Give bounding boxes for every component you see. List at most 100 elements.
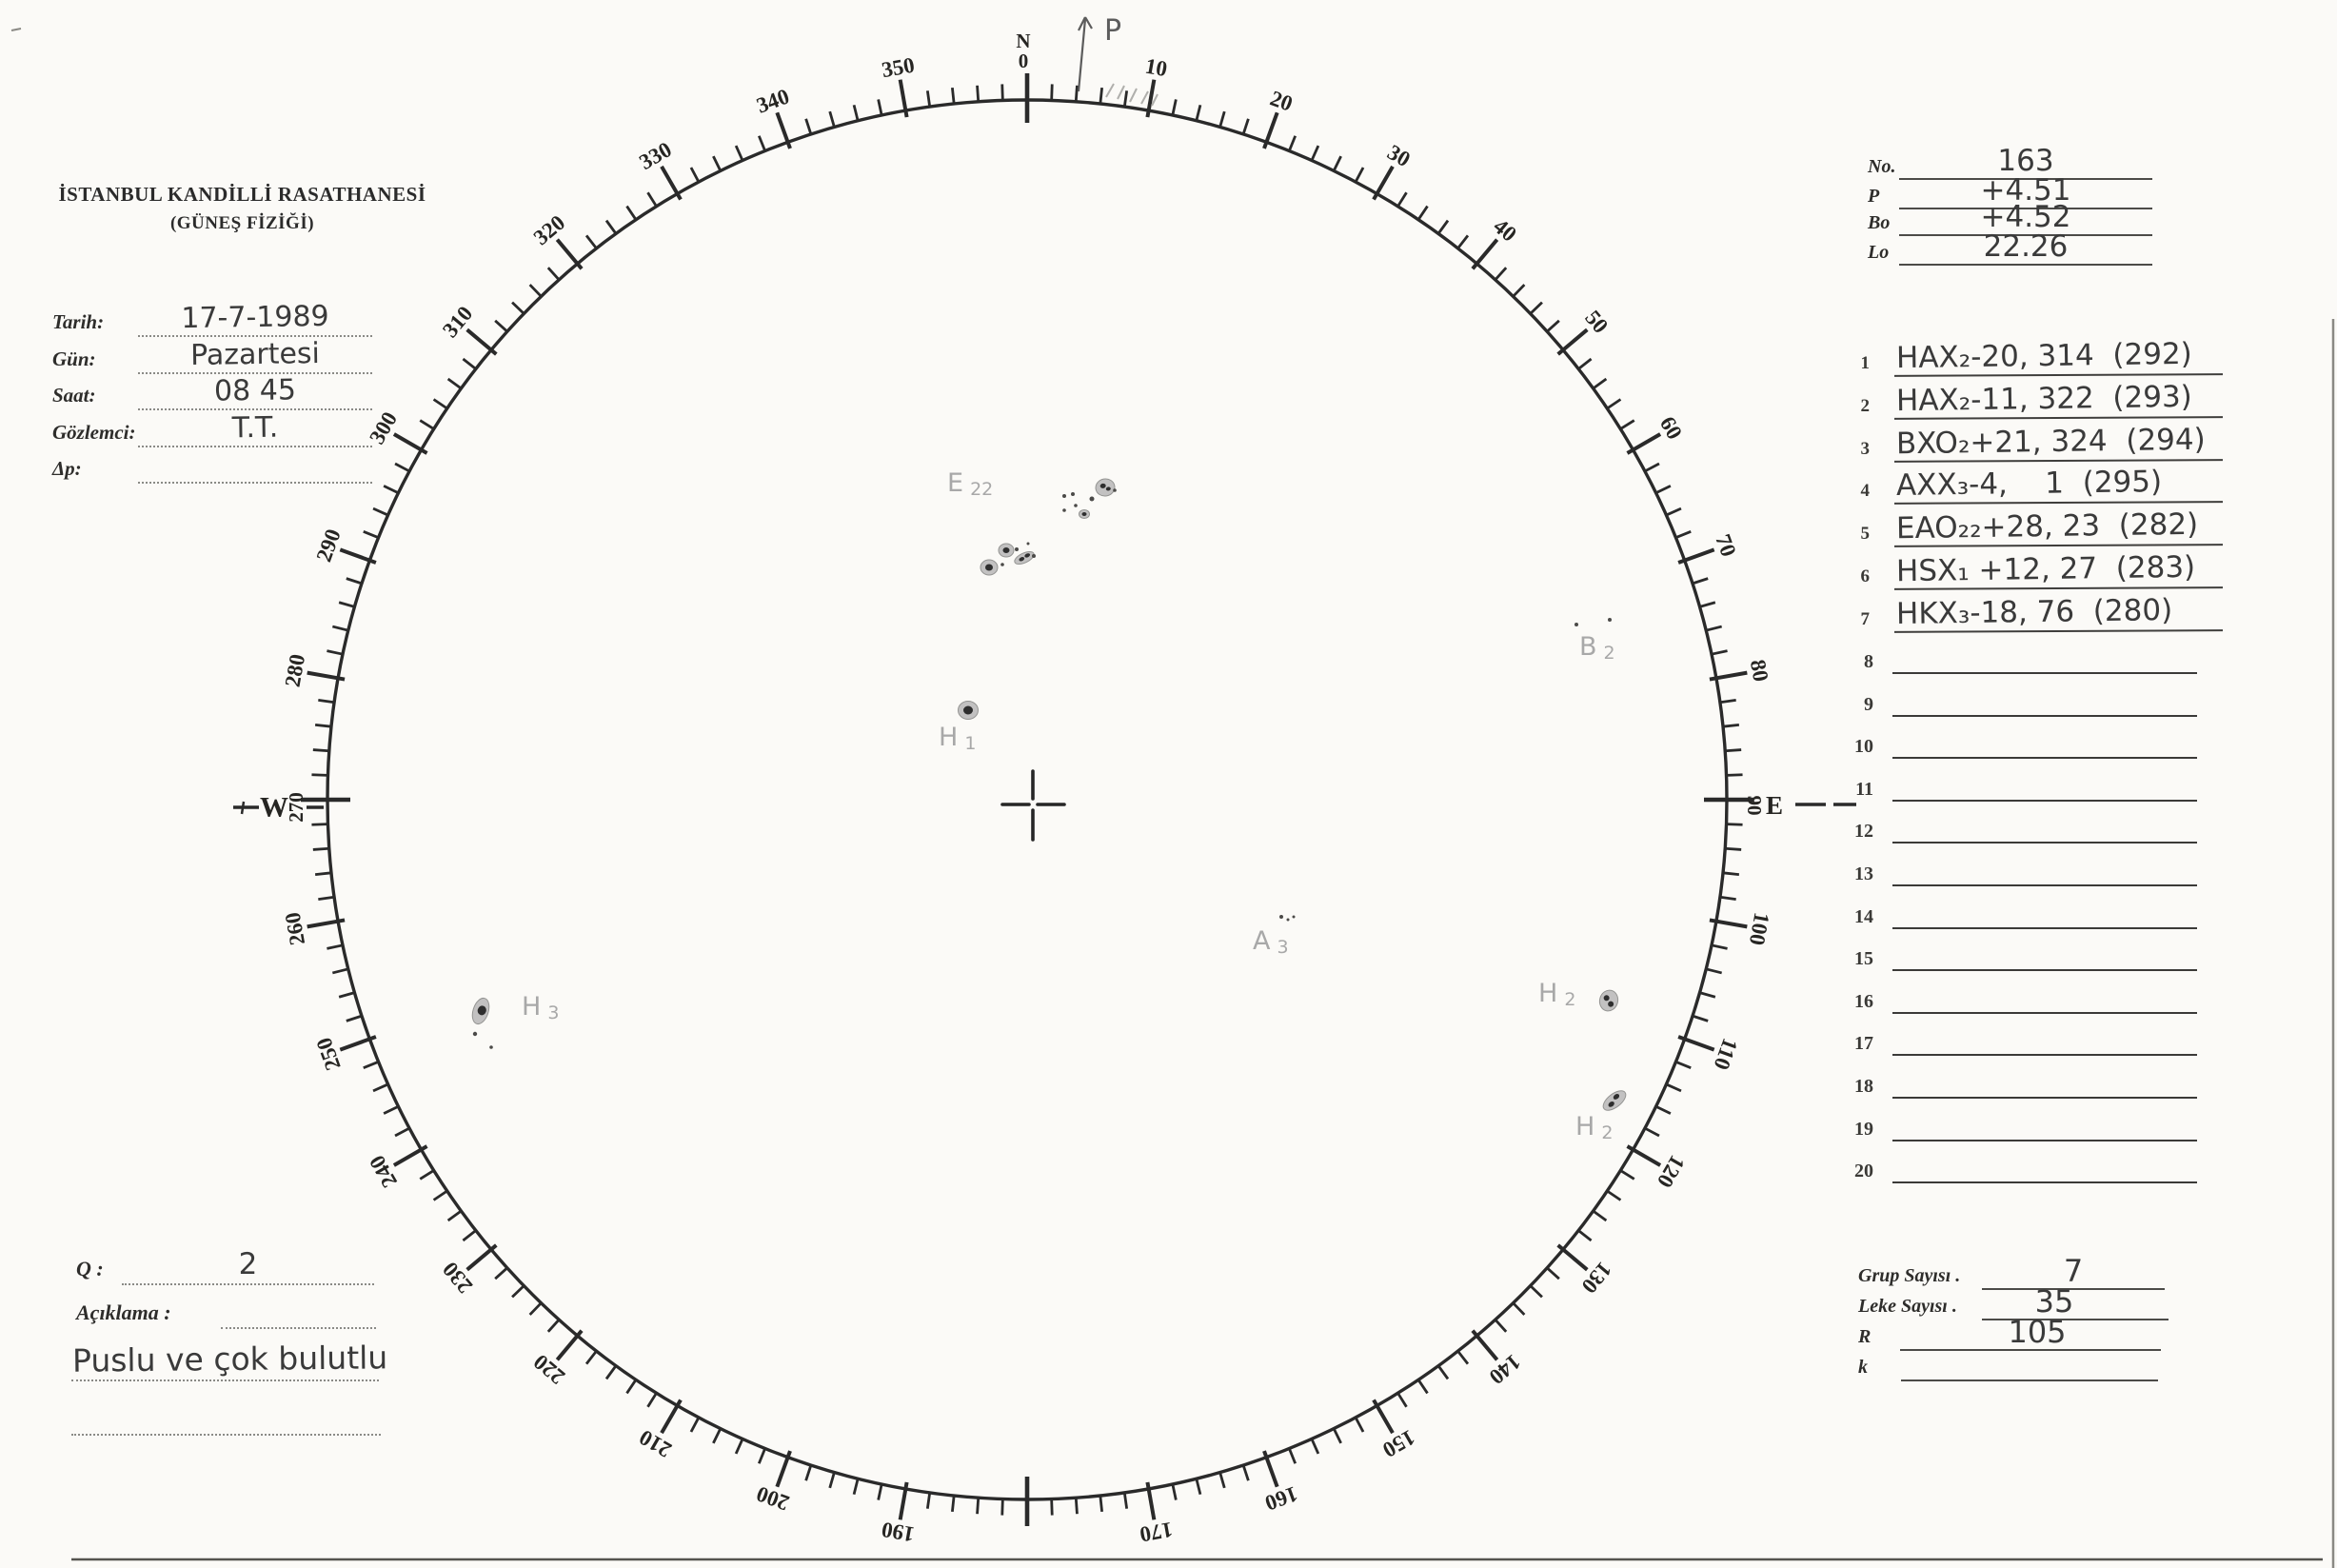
degree-tick	[898, 79, 909, 118]
total-label: R	[1858, 1326, 1872, 1347]
total-label: Leke Sayısı .	[1858, 1296, 1957, 1317]
degree-tick	[1711, 649, 1728, 656]
degree-tick	[372, 506, 389, 517]
degree-tick	[1725, 748, 1742, 753]
degree-tick	[898, 1481, 909, 1520]
degree-tick	[660, 1399, 683, 1435]
p-arrow-label: P	[1104, 14, 1121, 48]
solar-pole-arrow: P	[1077, 14, 1121, 92]
field-dotted-line	[138, 445, 372, 447]
degree-tick	[318, 895, 335, 902]
degree-tick	[1456, 234, 1470, 249]
group-label-sub: 1	[964, 733, 976, 754]
group-row-line	[1892, 757, 2197, 760]
degree-tick	[1050, 1499, 1054, 1516]
degree-label: 250	[311, 1035, 345, 1074]
sunspot-dot	[1292, 915, 1296, 919]
degree-tick	[1626, 1144, 1662, 1167]
degree-tick	[1512, 284, 1526, 298]
degree-tick	[327, 649, 344, 656]
degree-tick	[1241, 1464, 1250, 1481]
group-row-number: 13	[1854, 863, 1873, 884]
degree-tick	[1619, 1169, 1635, 1181]
degree-tick	[804, 118, 813, 135]
observatory-header: İSTANBUL KANDİLLİ RASATHANESİ (GÜNEŞ FİZ…	[50, 183, 435, 234]
degree-tick	[1416, 1379, 1429, 1395]
sunspot-penumbra	[1598, 989, 1619, 1012]
degree-tick	[465, 1243, 498, 1272]
group-row-line	[1892, 1011, 2197, 1014]
degree-tick	[1171, 99, 1178, 116]
degree-label: 70	[1711, 531, 1740, 560]
degree-tick	[1145, 79, 1157, 118]
degree-tick	[734, 145, 744, 162]
degree-tick	[689, 167, 701, 183]
degree-tick	[1709, 918, 1748, 929]
total-label: k	[1858, 1357, 1868, 1378]
group-row-number: 18	[1854, 1076, 1873, 1097]
sunspot-dot	[1286, 918, 1290, 922]
group-label: E 22	[947, 468, 993, 500]
degree-tick	[1654, 1104, 1672, 1115]
group-row-number: 15	[1854, 948, 1873, 970]
degree-tick	[394, 462, 410, 473]
degree-tick	[327, 943, 344, 950]
degree-label: 220	[529, 1350, 569, 1389]
degree-tick	[1310, 1438, 1320, 1455]
degree-tick	[419, 1169, 435, 1181]
sunspot-umbra	[1608, 1101, 1614, 1107]
degree-tick	[419, 419, 435, 430]
degree-tick	[1512, 1301, 1526, 1316]
degree-tick	[775, 111, 792, 149]
group-row-line	[1892, 1181, 2197, 1184]
degree-label: 260	[281, 910, 310, 946]
degree-label: 240	[365, 1151, 402, 1191]
degree-tick	[372, 1082, 389, 1093]
degree-label: 210	[635, 1425, 675, 1462]
degree-tick	[1726, 823, 1743, 826]
degree-tick	[1577, 1229, 1593, 1242]
degree-tick	[346, 577, 363, 586]
degree-tick	[1705, 625, 1723, 632]
degree-tick	[1000, 84, 1004, 101]
degree-tick	[925, 90, 932, 108]
degree-tick	[1654, 485, 1672, 495]
sunspot-dot	[1575, 623, 1578, 626]
field-label: Δp:	[52, 457, 82, 480]
sunspot-dot	[489, 1045, 493, 1049]
sunspot-group: E 22	[947, 468, 1117, 576]
degree-tick	[1099, 87, 1103, 105]
degree-tick	[1074, 85, 1079, 102]
degree-tick	[646, 191, 658, 208]
degree-tick	[1719, 698, 1736, 705]
degree-tick	[432, 1189, 448, 1201]
degree-tick	[1145, 1481, 1157, 1520]
degree-tick	[1606, 1189, 1622, 1201]
degree-tick	[1592, 1209, 1608, 1222]
degree-tick	[311, 773, 328, 777]
degree-tick	[604, 1364, 618, 1380]
degree-tick	[1665, 1082, 1682, 1093]
sunspot-dot	[1089, 496, 1095, 502]
degree-tick	[1171, 1483, 1178, 1500]
degree-tick	[1218, 110, 1226, 128]
degree-tick	[528, 1301, 543, 1316]
west-dash-tick	[240, 801, 246, 815]
eph-value: +4.51	[1980, 173, 2071, 208]
degree-tick	[1494, 267, 1508, 281]
group-row-number: 9	[1864, 693, 1873, 715]
degree-tick	[1546, 319, 1560, 333]
sunspot-dot	[1113, 488, 1117, 492]
degree-tick	[1674, 529, 1692, 539]
degree-tick	[462, 1229, 477, 1242]
degree-tick	[546, 1319, 561, 1333]
degree-tick	[976, 85, 980, 102]
field-dotted-line	[138, 408, 372, 410]
degree-tick	[1195, 104, 1202, 122]
degree-tick	[1372, 1399, 1395, 1435]
eph-line	[1899, 234, 2152, 236]
